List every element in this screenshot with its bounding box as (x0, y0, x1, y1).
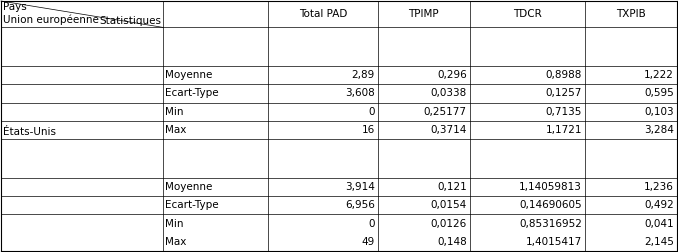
Text: 0,1257: 0,1257 (546, 88, 582, 99)
Text: 0,0338: 0,0338 (431, 88, 467, 99)
Text: 0,148: 0,148 (437, 237, 467, 247)
Text: Moyenne: Moyenne (165, 70, 213, 80)
Text: 0: 0 (368, 107, 375, 117)
Text: TPIMP: TPIMP (408, 9, 439, 19)
Text: 0,25177: 0,25177 (424, 107, 467, 117)
Text: Union européenne: Union européenne (3, 15, 99, 25)
Text: Max: Max (165, 125, 186, 135)
Text: Moyenne: Moyenne (165, 182, 213, 192)
Text: États-Unis: États-Unis (3, 127, 56, 137)
Text: 3,608: 3,608 (345, 88, 375, 99)
Text: 0,85316952: 0,85316952 (519, 218, 582, 229)
Text: 0,492: 0,492 (644, 200, 674, 210)
Text: Ecart-Type: Ecart-Type (165, 200, 219, 210)
Text: 0,595: 0,595 (644, 88, 674, 99)
Text: Pays: Pays (3, 3, 26, 13)
Text: 0,14690605: 0,14690605 (519, 200, 582, 210)
Text: 1,236: 1,236 (644, 182, 674, 192)
Text: Max: Max (165, 237, 186, 247)
Text: TXPIB: TXPIB (616, 9, 646, 19)
Text: 2,145: 2,145 (644, 237, 674, 247)
Text: 3,914: 3,914 (345, 182, 375, 192)
Text: 0,041: 0,041 (644, 218, 674, 229)
Text: 1,4015417: 1,4015417 (525, 237, 582, 247)
Text: 2,89: 2,89 (351, 70, 375, 80)
Text: 1,1721: 1,1721 (545, 125, 582, 135)
Text: 0,3714: 0,3714 (431, 125, 467, 135)
Text: 0,8988: 0,8988 (546, 70, 582, 80)
Text: Total PAD: Total PAD (298, 9, 347, 19)
Text: TDCR: TDCR (513, 9, 542, 19)
Text: 0,103: 0,103 (644, 107, 674, 117)
Text: 1,14059813: 1,14059813 (519, 182, 582, 192)
Text: Ecart-Type: Ecart-Type (165, 88, 219, 99)
Text: Min: Min (165, 218, 184, 229)
Text: 1,222: 1,222 (644, 70, 674, 80)
Text: 0,7135: 0,7135 (546, 107, 582, 117)
Text: 0: 0 (368, 218, 375, 229)
Text: 0,121: 0,121 (437, 182, 467, 192)
Text: 0,0154: 0,0154 (431, 200, 467, 210)
Text: 49: 49 (361, 237, 375, 247)
Text: 6,956: 6,956 (345, 200, 375, 210)
Text: 0,0126: 0,0126 (431, 218, 467, 229)
Text: Min: Min (165, 107, 184, 117)
Text: 3,284: 3,284 (644, 125, 674, 135)
Text: 0,296: 0,296 (437, 70, 467, 80)
Text: Statistiques: Statistiques (99, 16, 161, 26)
Text: 16: 16 (361, 125, 375, 135)
